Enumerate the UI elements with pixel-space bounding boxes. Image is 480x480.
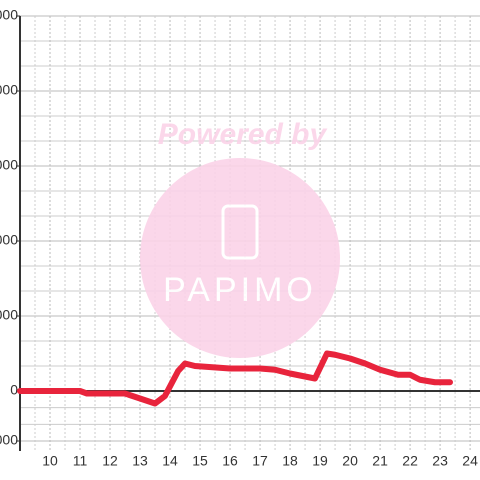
- y-tick-label: 60,000: [0, 232, 18, 248]
- x-tick-label: 19: [312, 453, 328, 469]
- x-tick-label: 12: [102, 453, 118, 469]
- watermark-phone: [221, 204, 259, 260]
- watermark-logo: PAPIMO: [163, 271, 317, 309]
- x-tick-label: 22: [402, 453, 418, 469]
- x-tick-label: 21: [372, 453, 388, 469]
- y-tick-label: 0: [10, 382, 18, 398]
- x-tick-label: 24: [462, 453, 478, 469]
- x-tick-label: 11: [73, 453, 88, 469]
- x-tick-label: 16: [222, 453, 238, 469]
- y-tick-label: -20,000: [0, 432, 18, 448]
- y-tick-label: 90,000: [0, 157, 18, 173]
- x-tick-label: 14: [162, 453, 178, 469]
- y-tick-label: 150,000: [0, 7, 18, 23]
- y-tick-label: 120,000: [0, 82, 18, 98]
- x-tick-label: 23: [432, 453, 448, 469]
- watermark: Powered by PAPIMO: [140, 118, 340, 358]
- watermark-text: Powered by: [158, 118, 328, 151]
- x-tick-label: 15: [192, 453, 208, 469]
- x-tick-label: 13: [132, 453, 148, 469]
- y-tick-label: 30,000: [0, 307, 18, 323]
- data-line: [17, 350, 453, 407]
- x-tick-label: 20: [342, 453, 358, 469]
- x-tick-label: 18: [282, 453, 298, 469]
- x-tick-label: 17: [252, 453, 268, 469]
- x-tick-label: 10: [42, 453, 58, 469]
